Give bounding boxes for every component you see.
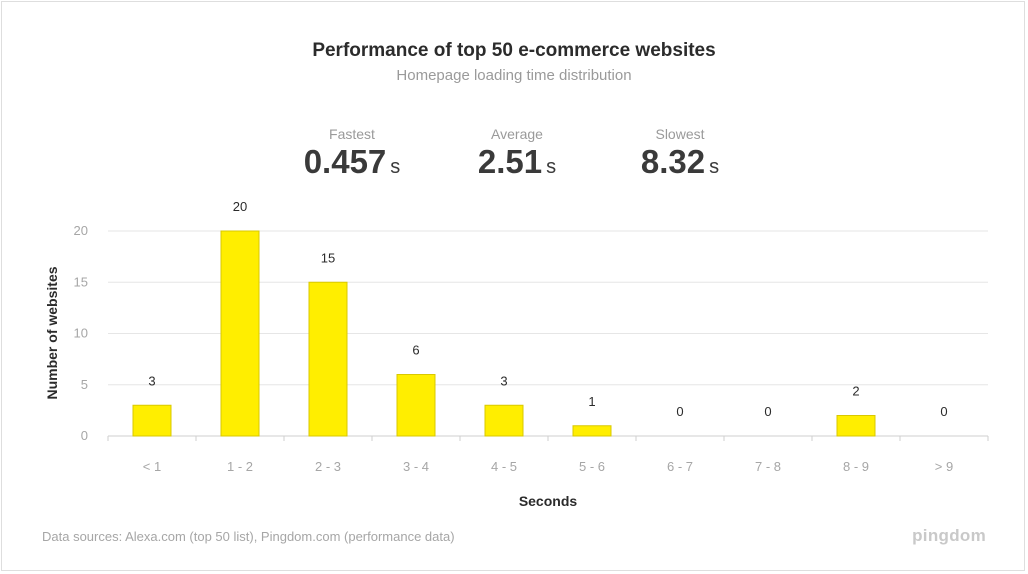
data-label: 3 — [500, 373, 507, 388]
y-tick-label: 20 — [74, 223, 88, 238]
y-tick-label: 15 — [74, 274, 88, 289]
x-tick-label: 5 - 6 — [579, 459, 605, 474]
stat-value: 8.32 — [640, 143, 706, 180]
x-tick-label: 3 - 4 — [403, 459, 429, 474]
data-label: 1 — [588, 394, 595, 409]
data-label: 3 — [148, 373, 155, 388]
y-axis-title: Number of websites — [44, 266, 60, 399]
stat-label: Slowest — [655, 126, 705, 142]
bar — [132, 404, 172, 437]
bar — [484, 404, 524, 437]
stat-unit: s — [390, 156, 401, 178]
x-tick-label: < 1 — [143, 459, 161, 474]
stat-unit: s — [709, 156, 720, 178]
x-axis-title: Seconds — [519, 493, 578, 509]
data-label: 2 — [852, 384, 859, 399]
data-label: 6 — [412, 343, 419, 358]
x-tick-label: 2 - 3 — [315, 459, 341, 474]
bar — [396, 374, 436, 437]
data-label: 0 — [764, 404, 771, 419]
y-tick-label: 0 — [81, 428, 88, 443]
bar — [220, 230, 260, 437]
bar — [572, 425, 612, 437]
x-tick-label: 1 - 2 — [227, 459, 253, 474]
x-tick-label: > 9 — [935, 459, 953, 474]
pingdom-logo: pingdom — [912, 526, 986, 545]
data-label: 0 — [940, 404, 947, 419]
x-tick-label: 8 - 9 — [843, 459, 869, 474]
stat-fastest: Fastest 0.457 s — [292, 126, 412, 181]
y-tick-label: 5 — [81, 377, 88, 392]
chart-subtitle: Homepage loading time distribution — [396, 67, 632, 84]
x-tick-label: 6 - 7 — [667, 459, 693, 474]
data-sources-note: Data sources: Alexa.com (top 50 list), P… — [42, 529, 455, 544]
data-label: 0 — [676, 404, 683, 419]
data-label: 20 — [233, 199, 247, 214]
stat-value: 2.51 — [477, 143, 543, 180]
stat-unit: s — [546, 156, 557, 178]
stat-value: 0.457 — [303, 143, 387, 180]
bar — [308, 281, 348, 437]
y-tick-label: 10 — [74, 326, 88, 341]
stat-label: Fastest — [329, 126, 375, 142]
chart-title: Performance of top 50 e-commerce website… — [312, 40, 716, 61]
stat-slowest: Slowest 8.32 s — [620, 126, 740, 181]
x-tick-label: 7 - 8 — [755, 459, 781, 474]
data-label: 15 — [321, 250, 335, 265]
stat-average: Average 2.51 s — [457, 126, 577, 181]
bar — [836, 415, 876, 437]
stat-label: Average — [491, 126, 543, 142]
x-tick-label: 4 - 5 — [491, 459, 517, 474]
